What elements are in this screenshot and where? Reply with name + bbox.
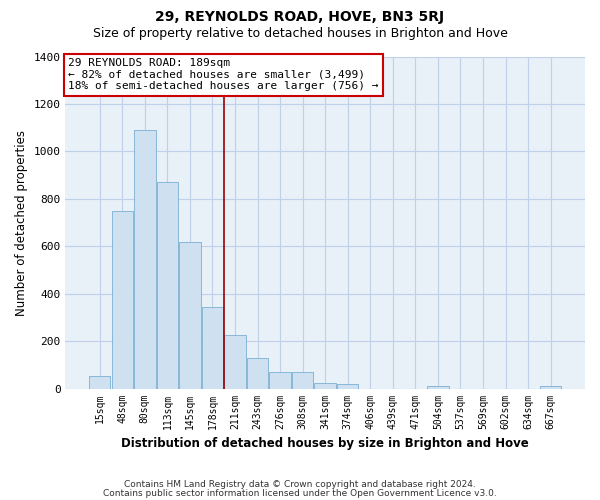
Bar: [292, 372, 313, 388]
Text: Contains HM Land Registry data © Crown copyright and database right 2024.: Contains HM Land Registry data © Crown c…: [124, 480, 476, 489]
Bar: [157, 182, 178, 388]
Bar: [179, 242, 200, 388]
Text: 29, REYNOLDS ROAD, HOVE, BN3 5RJ: 29, REYNOLDS ROAD, HOVE, BN3 5RJ: [155, 10, 445, 24]
Bar: [314, 382, 336, 388]
Bar: [337, 384, 358, 388]
X-axis label: Distribution of detached houses by size in Brighton and Hove: Distribution of detached houses by size …: [121, 437, 529, 450]
Bar: [202, 306, 223, 388]
Text: Contains public sector information licensed under the Open Government Licence v3: Contains public sector information licen…: [103, 490, 497, 498]
Bar: [224, 335, 246, 388]
Bar: [540, 386, 562, 388]
Bar: [112, 210, 133, 388]
Bar: [247, 358, 268, 388]
Bar: [89, 376, 110, 388]
Y-axis label: Number of detached properties: Number of detached properties: [15, 130, 28, 316]
Bar: [427, 386, 449, 388]
Bar: [269, 372, 291, 388]
Text: 29 REYNOLDS ROAD: 189sqm
← 82% of detached houses are smaller (3,499)
18% of sem: 29 REYNOLDS ROAD: 189sqm ← 82% of detach…: [68, 58, 379, 92]
Text: Size of property relative to detached houses in Brighton and Hove: Size of property relative to detached ho…: [92, 28, 508, 40]
Bar: [134, 130, 155, 388]
